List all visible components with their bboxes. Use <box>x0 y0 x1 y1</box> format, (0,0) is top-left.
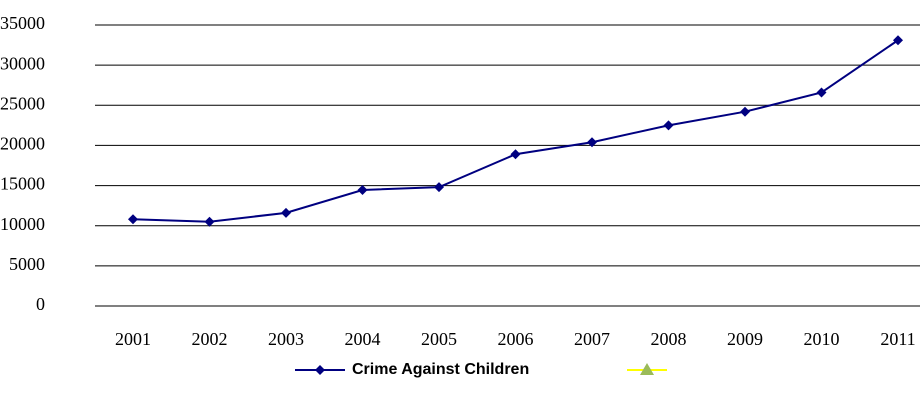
y-tick-label: 35000 <box>0 13 45 33</box>
x-tick-label: 2003 <box>268 329 304 349</box>
y-tick-label: 30000 <box>0 53 45 73</box>
data-point <box>281 207 291 218</box>
x-tick-label: 2002 <box>192 329 228 349</box>
y-tick-label: 10000 <box>0 214 45 234</box>
data-point <box>128 214 138 225</box>
y-tick-label: 0 <box>36 294 45 314</box>
y-tick-label: 25000 <box>0 93 45 113</box>
data-point <box>510 149 521 160</box>
legend-marker <box>315 365 325 375</box>
legend-label: Crime Against Children <box>352 361 529 378</box>
data-point <box>587 137 597 148</box>
legend-marker <box>640 363 654 375</box>
x-tick-label: 2011 <box>880 329 915 349</box>
x-tick-label: 2010 <box>804 329 840 349</box>
y-tick-label: 15000 <box>0 174 45 194</box>
x-tick-label: 2006 <box>498 329 534 349</box>
x-tick-label: 2004 <box>345 329 381 349</box>
y-tick-label: 20000 <box>0 134 45 154</box>
y-tick-label: 5000 <box>9 254 45 274</box>
x-tick-label: 2005 <box>421 329 457 349</box>
data-point <box>434 182 444 193</box>
data-point <box>663 120 674 131</box>
x-tick-label: 2009 <box>727 329 763 349</box>
x-tick-label: 2001 <box>115 329 151 349</box>
series-line <box>132 39 899 223</box>
data-point <box>740 106 750 117</box>
data-point <box>357 184 368 195</box>
data-point <box>816 87 827 98</box>
data-point <box>204 216 215 227</box>
x-tick-label: 2008 <box>651 329 687 349</box>
x-tick-label: 2007 <box>574 329 610 349</box>
legend-extra <box>627 363 667 375</box>
data-point <box>893 35 903 46</box>
